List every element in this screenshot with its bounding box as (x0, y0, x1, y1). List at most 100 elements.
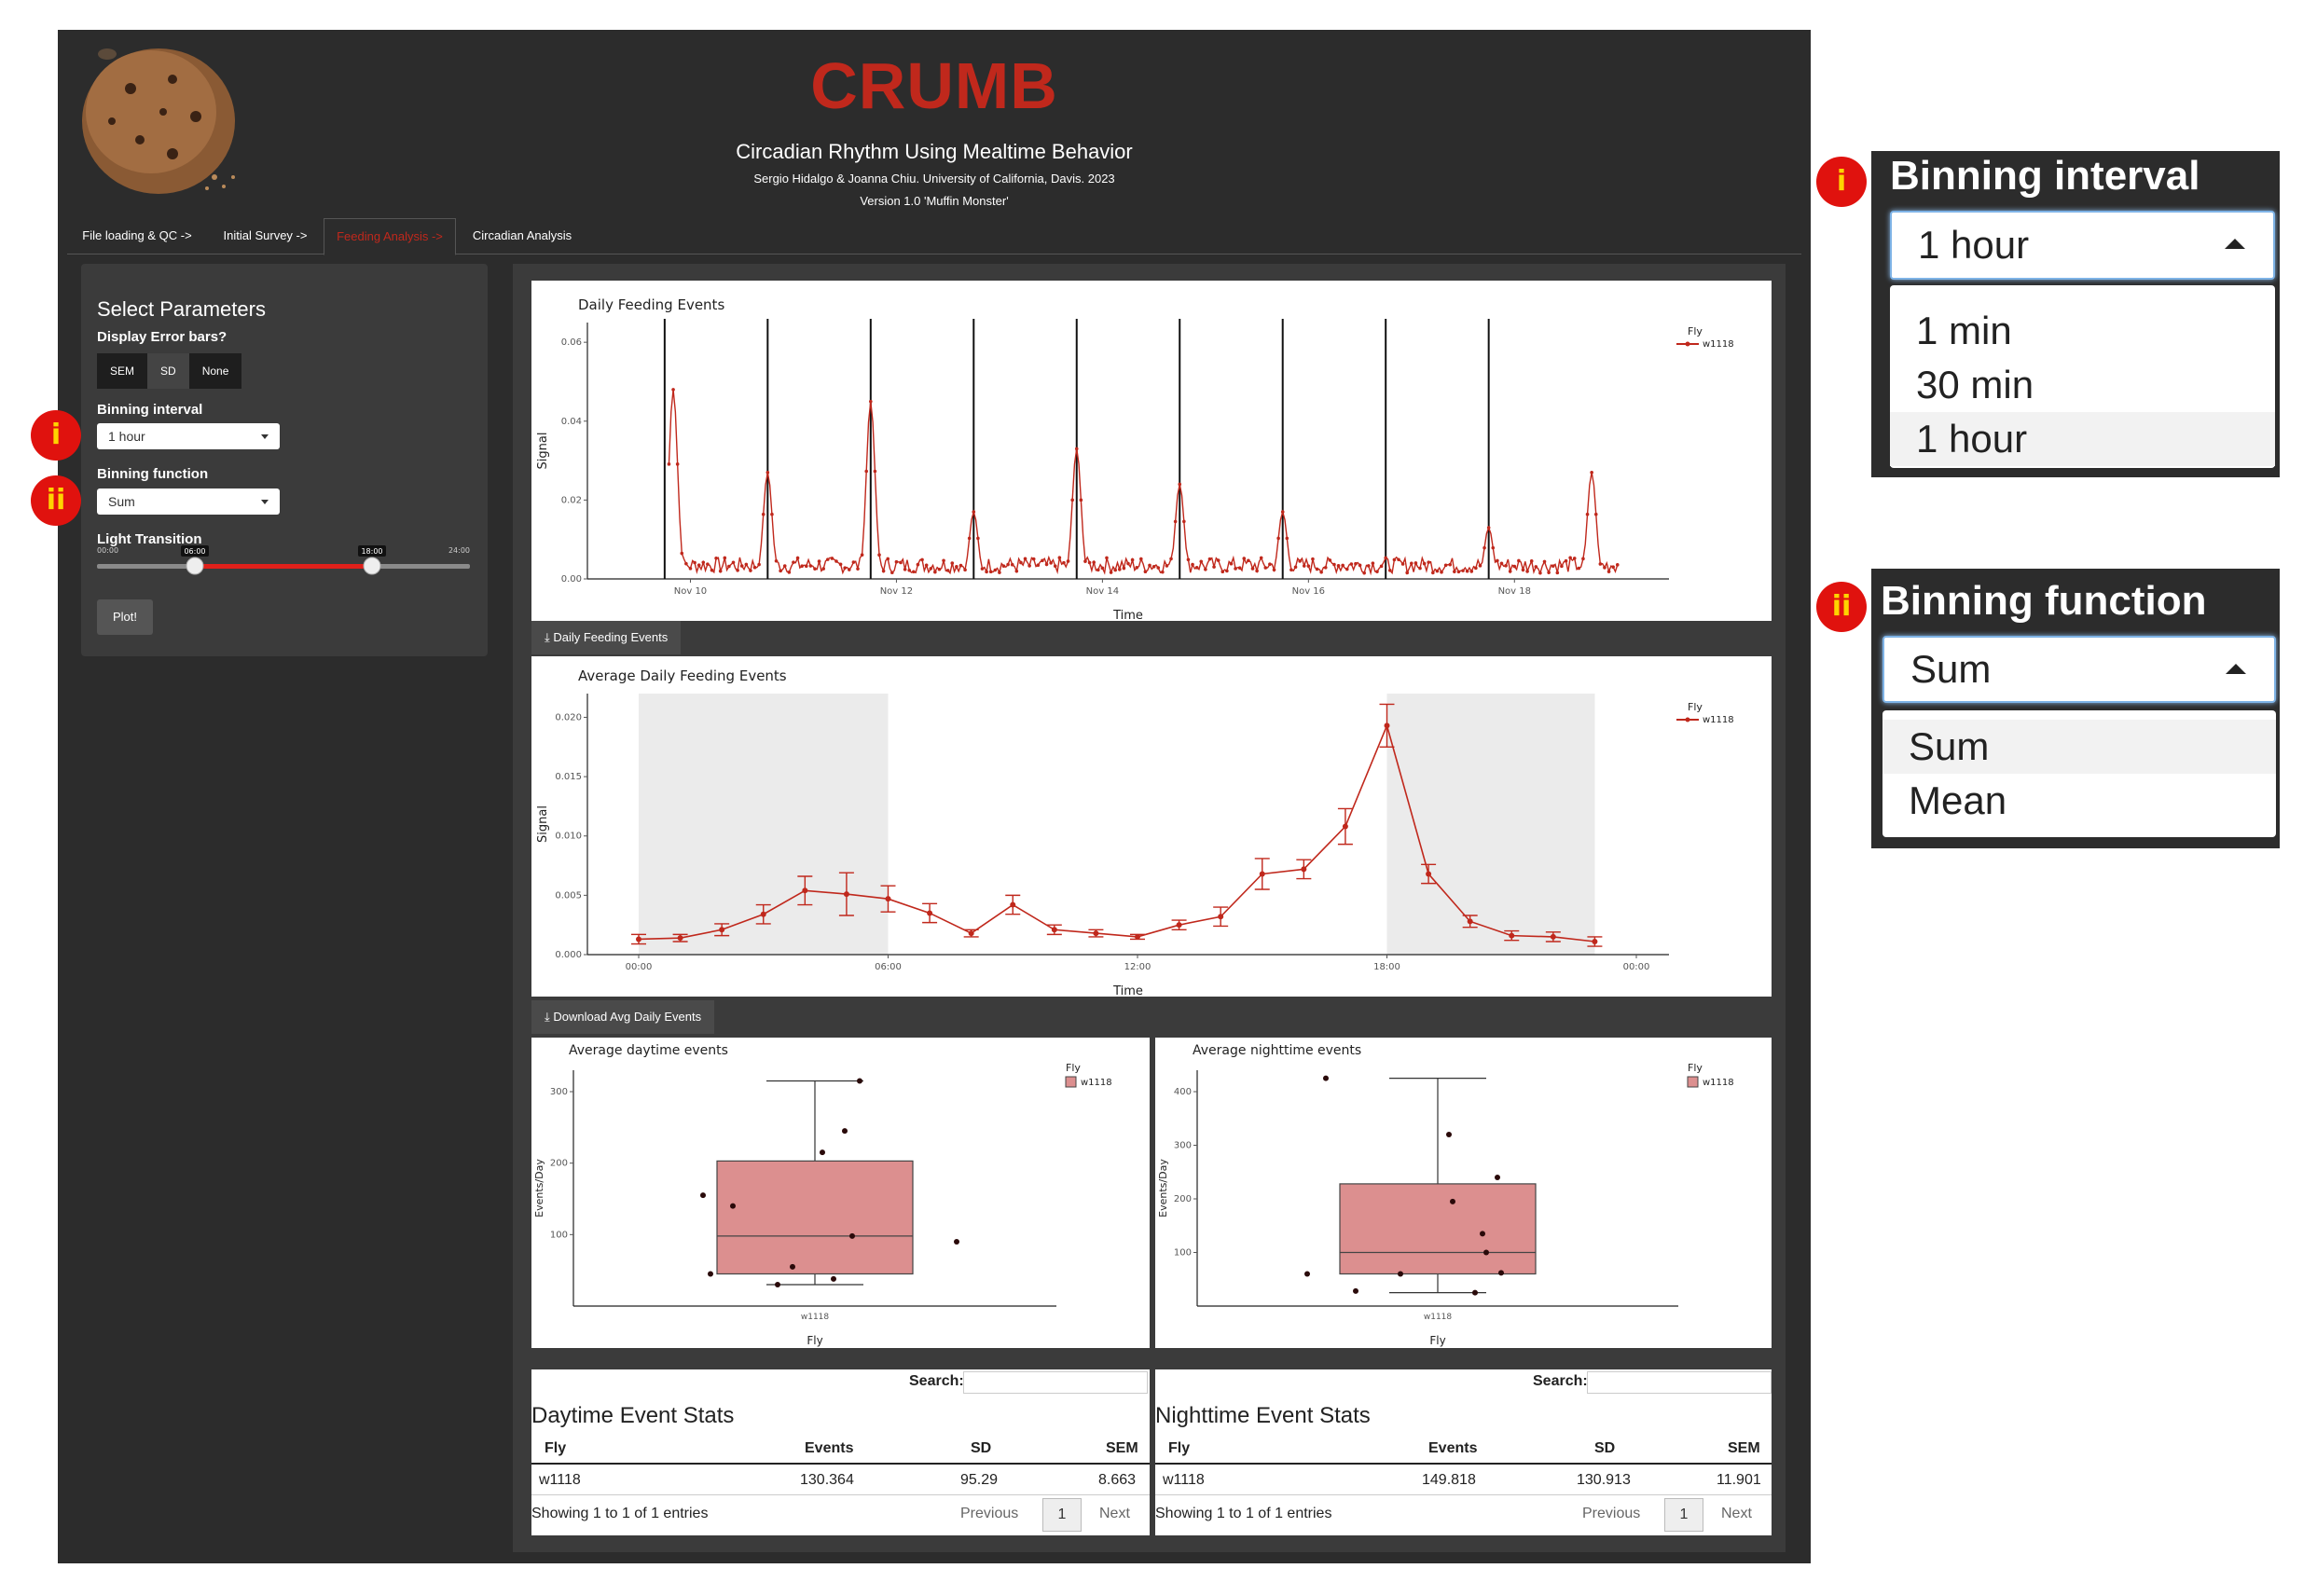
light-transition-slider[interactable]: 00:00 24:00 06:00 18:00 (97, 545, 470, 583)
data-point (671, 388, 675, 392)
next-button[interactable]: Next (1099, 1506, 1130, 1521)
option-mean[interactable]: Mean (1909, 778, 2007, 822)
y-axis-label: Signal (536, 433, 550, 470)
none-button[interactable]: None (188, 353, 242, 389)
data-point (727, 564, 731, 569)
col-events[interactable]: Events (805, 1440, 854, 1456)
data-point (1036, 563, 1041, 568)
download-icon: ⤓ (545, 630, 554, 644)
app-subtitle: Circadian Rhythm Using Mealtime Behavior (736, 140, 1133, 163)
slider-high-handle[interactable] (363, 557, 381, 575)
data-point (847, 568, 851, 571)
legend-title: Fly (1688, 701, 1703, 713)
data-point (1006, 562, 1010, 567)
data-point (1555, 571, 1560, 575)
data-point (1087, 560, 1092, 565)
data-point (1204, 567, 1207, 571)
data-point (1066, 559, 1070, 563)
data-point (1143, 570, 1148, 574)
zoom-interval-select[interactable]: 1 hour (1890, 211, 2275, 280)
data-point (1483, 1249, 1489, 1256)
download-avg-button[interactable]: ⤓ Download Avg Daily Events (531, 1000, 715, 1034)
data-point (831, 1275, 836, 1282)
data-point (1135, 933, 1140, 940)
sem-button[interactable]: SEM (97, 353, 148, 389)
data-point (1148, 563, 1152, 568)
data-point (849, 1232, 855, 1239)
data-point (688, 567, 693, 571)
x-axis-label: Time (1112, 609, 1143, 621)
col-fly[interactable]: Fly (1168, 1440, 1191, 1456)
tab-file-loading[interactable]: File loading & QC -> (82, 228, 192, 242)
page-1-button[interactable]: 1 (1664, 1498, 1703, 1532)
x-tick-label: 00:00 (626, 962, 653, 972)
col-sem[interactable]: SEM (1106, 1440, 1138, 1456)
data-point (1332, 562, 1336, 567)
data-point (1062, 560, 1066, 565)
data-point (1615, 563, 1620, 567)
data-point (1509, 932, 1515, 939)
data-point (1443, 563, 1448, 568)
tab-feeding-analysis[interactable]: Feeding Analysis -> (324, 218, 456, 255)
page-1-button[interactable]: 1 (1042, 1498, 1082, 1532)
data-point (1495, 1175, 1500, 1180)
box-w1118 (1339, 1183, 1537, 1275)
col-events[interactable]: Events (1428, 1440, 1478, 1456)
binning-function-select[interactable]: Sum (97, 488, 280, 515)
data-point (1126, 561, 1130, 566)
download-daily-label: Daily Feeding Events (553, 630, 669, 644)
app-title: CRUMB (810, 49, 1058, 122)
data-point (1199, 559, 1204, 564)
caret-down-icon (261, 500, 269, 504)
data-point (1472, 1289, 1478, 1296)
zoom-interval-value: 1 hour (1918, 223, 2030, 267)
plot-button[interactable]: Plot! (97, 599, 153, 635)
data-point (744, 562, 749, 567)
data-point (1225, 569, 1229, 573)
option-1-hour[interactable]: 1 hour (1890, 412, 2275, 466)
y-tick-label: 200 (550, 1159, 568, 1169)
binning-interval-select[interactable]: 1 hour (97, 423, 280, 449)
data-point (1572, 557, 1577, 560)
data-point (1611, 565, 1615, 570)
option-sum[interactable]: Sum (1882, 720, 2276, 774)
data-point (1498, 1270, 1504, 1276)
caret-up-icon (2225, 239, 2245, 249)
data-point (1418, 566, 1422, 571)
data-point (775, 1282, 780, 1287)
daily-events-chart: Daily Feeding Events Time Signal Fly 0.00 0.0… (531, 281, 1772, 623)
data-point (1268, 562, 1272, 567)
zoom-function-select[interactable]: Sum (1882, 636, 2276, 703)
series-line-w1118 (668, 389, 1619, 576)
tab-bar: File loading & QC -> Initial Survey -> F… (67, 218, 1801, 255)
data-point (749, 569, 752, 572)
tab-circadian-analysis[interactable]: Circadian Analysis (472, 228, 572, 242)
data-point (1074, 447, 1079, 451)
col-sd[interactable]: SD (1594, 1440, 1616, 1456)
nighttime-search-input[interactable] (1587, 1371, 1772, 1394)
data-point (739, 564, 744, 568)
option-1-min[interactable]: 1 min (1916, 309, 2012, 352)
download-daily-button[interactable]: ⤓ Daily Feeding Events (531, 621, 682, 654)
col-fly[interactable]: Fly (545, 1440, 567, 1456)
data-point (1435, 569, 1440, 573)
tab-initial-survey[interactable]: Initial Survey -> (223, 228, 308, 242)
sd-button[interactable]: SD (147, 353, 189, 389)
data-point (877, 553, 881, 557)
previous-button[interactable]: Previous (1582, 1506, 1641, 1521)
previous-button[interactable]: Previous (960, 1506, 1019, 1521)
slider-low-handle[interactable] (186, 557, 204, 575)
data-point (723, 556, 727, 560)
cell-sd: 95.29 (960, 1472, 999, 1488)
x-tick-label: 18:00 (1373, 962, 1400, 972)
col-sd[interactable]: SD (971, 1440, 992, 1456)
data-point (825, 557, 830, 561)
next-button[interactable]: Next (1721, 1506, 1752, 1521)
option-30-min[interactable]: 30 min (1916, 363, 2034, 406)
version-text: Version 1.0 'Muffin Monster' (860, 194, 1009, 208)
col-sem[interactable]: SEM (1728, 1440, 1760, 1456)
data-point (1323, 1075, 1329, 1081)
data-point (857, 1078, 862, 1084)
daytime-search-input[interactable] (963, 1371, 1148, 1394)
data-point (1349, 562, 1354, 566)
